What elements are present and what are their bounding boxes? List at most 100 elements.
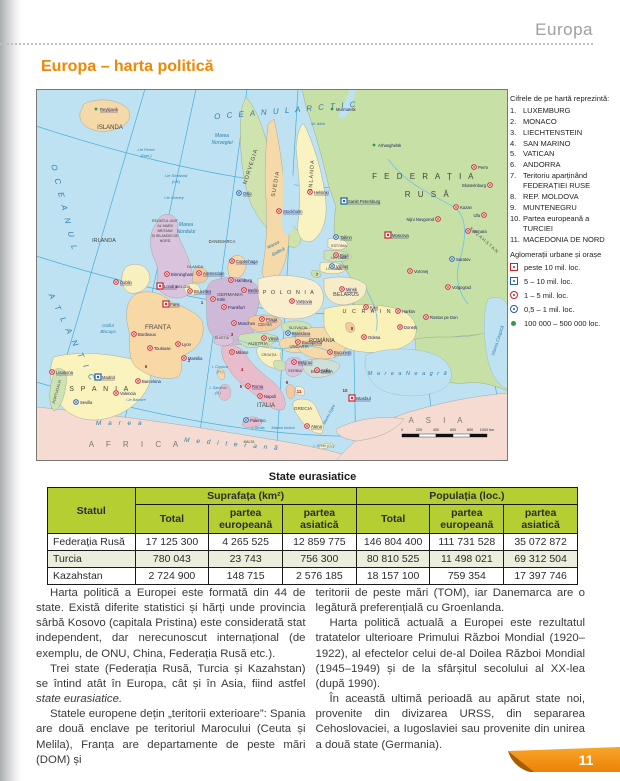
city-label: Lisabona: [56, 370, 74, 375]
city-marker-dot: [115, 392, 117, 394]
city-label: Stockholm: [283, 209, 303, 214]
table-cell-state: Kazahstan: [47, 567, 136, 586]
table-cell-value: 759 354: [429, 567, 505, 586]
small-state-number: 11: [297, 389, 302, 394]
country-label: DANEMARCA: [209, 239, 236, 244]
table-cell-value: 69 312 504: [503, 550, 578, 569]
city-label: Atena: [311, 424, 323, 429]
map-landmasses: [36, 89, 508, 461]
city-marker-dot: [158, 284, 162, 288]
book-spine-shadow: [0, 0, 22, 781]
country-label: BRITANII: [158, 229, 173, 233]
table-cell-value: 146 804 400: [355, 533, 431, 552]
city-marker-green-dot: [330, 107, 334, 111]
subcol-european-area: partea europeană: [208, 504, 283, 535]
city-label: Minsk: [346, 287, 358, 292]
city-marker-dot: [183, 357, 185, 359]
city-label: Budapesta: [302, 340, 323, 345]
city-marker-dot: [447, 286, 449, 288]
country-label: P O L O N I A: [263, 290, 316, 296]
map-scale-bar: 0 200 400 600 800 1000 km: [401, 428, 494, 438]
table-cell-value: 17 125 300: [134, 533, 210, 552]
sea-label: (It.): [215, 391, 221, 395]
ribbon-svg: [508, 747, 620, 772]
city-marker-dot: [455, 206, 457, 208]
table-cell-value: 11 498 021: [429, 550, 505, 569]
urban-legend-item: 100 000 – 500 000 loc.: [510, 319, 618, 329]
city-label: Hamburg: [235, 278, 253, 283]
ribbon-shape: [508, 747, 620, 772]
legend-item-number: 10.: [510, 213, 521, 223]
city-marker-dot: [231, 351, 233, 353]
country-label: BELGIA: [176, 284, 191, 289]
city-label: Voronej: [414, 269, 428, 274]
small-state-number: 6: [145, 364, 148, 369]
urban-legend-item: 1 – 5 mil. loc.: [510, 291, 618, 302]
table-row: Turcia 780 043 23 743 756 300 80 810 525 11 4…: [47, 550, 578, 569]
city-marker-dot: [397, 310, 399, 312]
city-marker-dot: [483, 214, 485, 216]
city-marker-dot: [231, 260, 233, 262]
urban-legend-label: 100 000 – 500 000 loc.: [524, 318, 601, 328]
country-label: FINLANDA: [308, 159, 316, 195]
legend-item-number: 11.: [510, 234, 520, 244]
sea-label: I. Creta (Gr.): [313, 444, 335, 448]
city-label: Bruxelles: [194, 289, 211, 294]
table-cell-value: 2 724 900: [134, 567, 210, 586]
legend-item-label: LUXEMBURG: [523, 105, 571, 115]
city-marker-dot: [259, 395, 261, 397]
table-row: Federația Rusă 17 125 300 4 265 525 12 859 …: [47, 533, 578, 552]
city-label: München: [238, 321, 256, 326]
city-label: Toulouse: [154, 346, 171, 351]
city-marker-dot: [335, 254, 337, 256]
table-title: State eurasiatice: [268, 471, 357, 483]
small-state-number: 7: [316, 272, 319, 277]
city-label: Perm: [478, 165, 489, 170]
country-label: BULGARIA: [311, 369, 333, 374]
eurasian-states-table-block: State eurasiatice Statul Suprafața (km²)…: [47, 471, 579, 586]
shape-anatolia: [335, 417, 405, 442]
city-marker-dot: [243, 289, 245, 291]
legend-item: 7. Teritoriu aparținând FEDERAȚIEI RUSE: [510, 171, 618, 191]
sea-label: Biscaya: [100, 329, 116, 334]
city-label: Madrid: [102, 375, 115, 380]
urban-legend-item: 0,5 – 1 mil. loc.: [510, 305, 618, 316]
subcol-european-pop: partea europeană: [429, 504, 505, 535]
city-marker-dot: [342, 199, 346, 203]
shape-corsica: [217, 368, 225, 380]
city-label: Harkov: [402, 309, 416, 314]
scale-label: 400: [433, 428, 439, 432]
city-marker-dot: [316, 369, 318, 371]
paragraph: teritorii de peste mări (TOM), iar Danem…: [315, 587, 586, 615]
legend-item-number: 1.: [510, 105, 517, 115]
legend-item-number: 3.: [510, 127, 517, 137]
subcol-total-pop: Total: [355, 504, 431, 535]
country-label: CEHIA: [258, 322, 273, 327]
table-cell-value: 35 072 872: [503, 533, 578, 552]
scale-segment: [452, 433, 471, 438]
city-marker-dot: [350, 396, 354, 400]
city-label: Copenhaga: [236, 259, 258, 264]
city-label: Ekaterinburg: [462, 183, 486, 188]
continent-label: A F R I C A: [89, 440, 184, 449]
shape-italy: [221, 345, 286, 411]
sea-label: Marea: [266, 239, 280, 250]
shape-czechia: [247, 314, 283, 332]
scale-label: 800: [467, 428, 473, 432]
shape-ireland: [121, 264, 151, 294]
legend-title: Cifrele de pe hartă reprezintă:: [510, 94, 610, 103]
city-marker-dot: [278, 210, 280, 212]
city-label: Odesa: [368, 335, 381, 340]
city-label: Kazan: [460, 205, 473, 210]
city-label: Donețk: [404, 325, 418, 330]
city-marker-dot: [198, 272, 200, 274]
city-label: Moscova: [392, 233, 409, 238]
country-label: S P A N I A: [69, 386, 131, 393]
city-label: Tallinn: [340, 235, 353, 240]
city-marker-dot: [306, 425, 308, 427]
legend-item: 6. ANDORRA: [510, 160, 618, 170]
country-label: ROMÂNIA: [309, 337, 335, 344]
city-label: Nijni Novgorod: [407, 217, 435, 222]
sea-label: M a r e a N e a g r ă: [368, 371, 448, 377]
city-marker-dot: [329, 351, 331, 353]
